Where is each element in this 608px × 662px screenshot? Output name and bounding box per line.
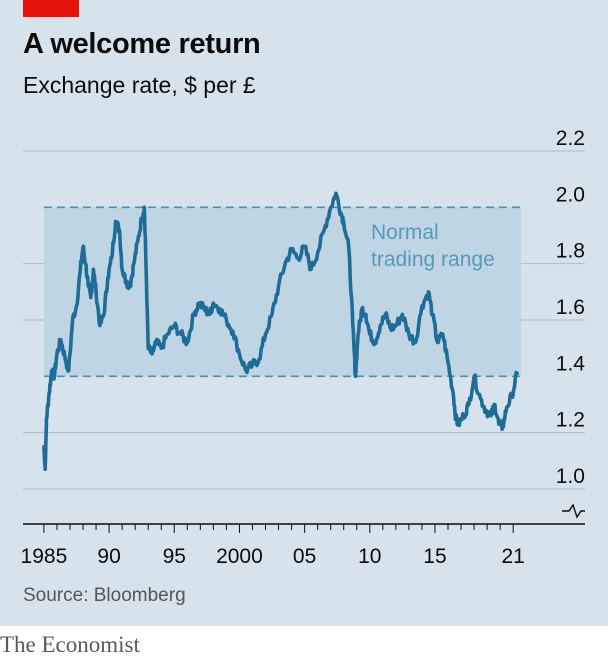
chart-title: A welcome return <box>23 28 261 60</box>
y-tick-label: 2.2 <box>556 127 585 150</box>
x-tick-label: 05 <box>293 545 316 568</box>
x-tick-label: 10 <box>358 545 381 568</box>
chart-svg: 1.0 1.2 1.4 1.6 1.8 2.0 2.2 1985 90 95 2000 05 10 15 2… <box>21 127 586 568</box>
y-tick-label: 1.2 <box>556 409 585 432</box>
x-tick-label: 90 <box>97 545 120 568</box>
x-tick-label: 21 <box>501 545 524 568</box>
series-line <box>42 191 519 472</box>
y-tick-label: 1.6 <box>556 296 585 319</box>
band-label-line-1: Normal <box>371 221 439 244</box>
trading-range-band <box>43 206 521 378</box>
x-tick-label: 2000 <box>216 545 263 568</box>
exchange-rate-series <box>42 191 519 472</box>
axis-break-icon <box>562 503 585 519</box>
y-tick-label: 1.8 <box>556 240 585 263</box>
y-tick-label: 1.0 <box>556 465 585 488</box>
x-tick-label: 15 <box>423 545 446 568</box>
x-tick-label: 95 <box>163 545 186 568</box>
axes: 1.0 1.2 1.4 1.6 1.8 2.0 2.2 1985 90 95 2000 05 10 15 2… <box>21 127 586 568</box>
band-fill <box>43 207 521 377</box>
chart-subtitle: Exchange rate, $ per £ <box>23 72 256 98</box>
y-tick-label: 1.4 <box>556 352 586 375</box>
x-tick-label: 1985 <box>21 545 68 568</box>
band-label-line-2: trading range <box>371 248 495 271</box>
brand-tag <box>23 0 79 17</box>
y-tick-label: 2.0 <box>556 183 585 206</box>
publisher-logo: The Economist <box>0 632 140 657</box>
source-note: Source: Bloomberg <box>23 585 186 606</box>
